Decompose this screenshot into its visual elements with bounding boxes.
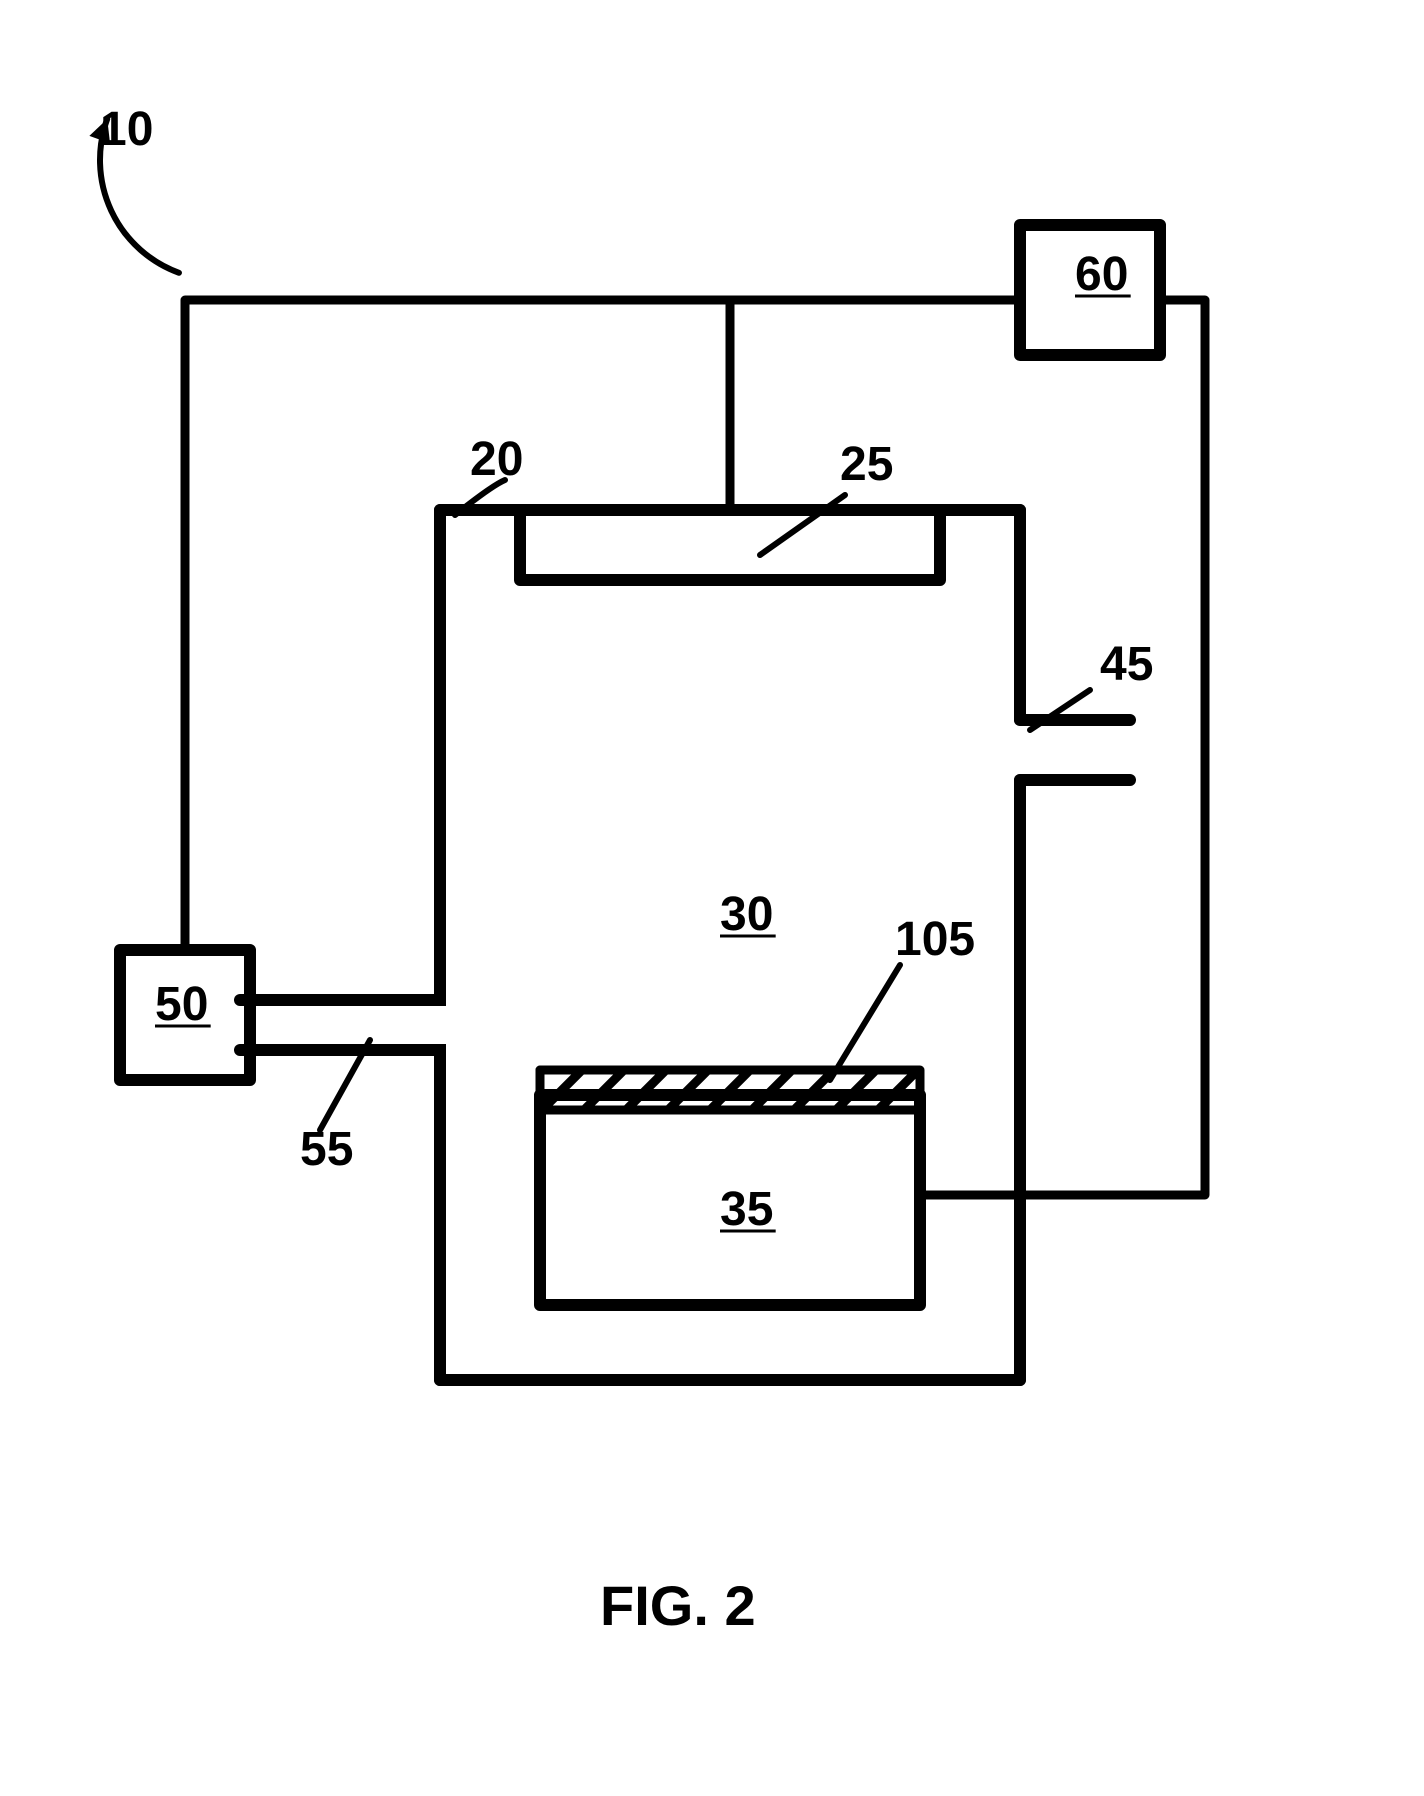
svg-text:35: 35 xyxy=(720,1183,773,1236)
svg-text:FIG. 2: FIG. 2 xyxy=(600,1574,756,1637)
svg-text:55: 55 xyxy=(300,1123,353,1176)
svg-text:10: 10 xyxy=(100,103,153,156)
svg-text:30: 30 xyxy=(720,888,773,941)
svg-text:25: 25 xyxy=(840,438,893,491)
svg-text:45: 45 xyxy=(1100,638,1153,691)
svg-text:50: 50 xyxy=(155,978,208,1031)
svg-text:105: 105 xyxy=(895,913,975,966)
svg-text:60: 60 xyxy=(1075,248,1128,301)
svg-text:20: 20 xyxy=(470,433,523,486)
